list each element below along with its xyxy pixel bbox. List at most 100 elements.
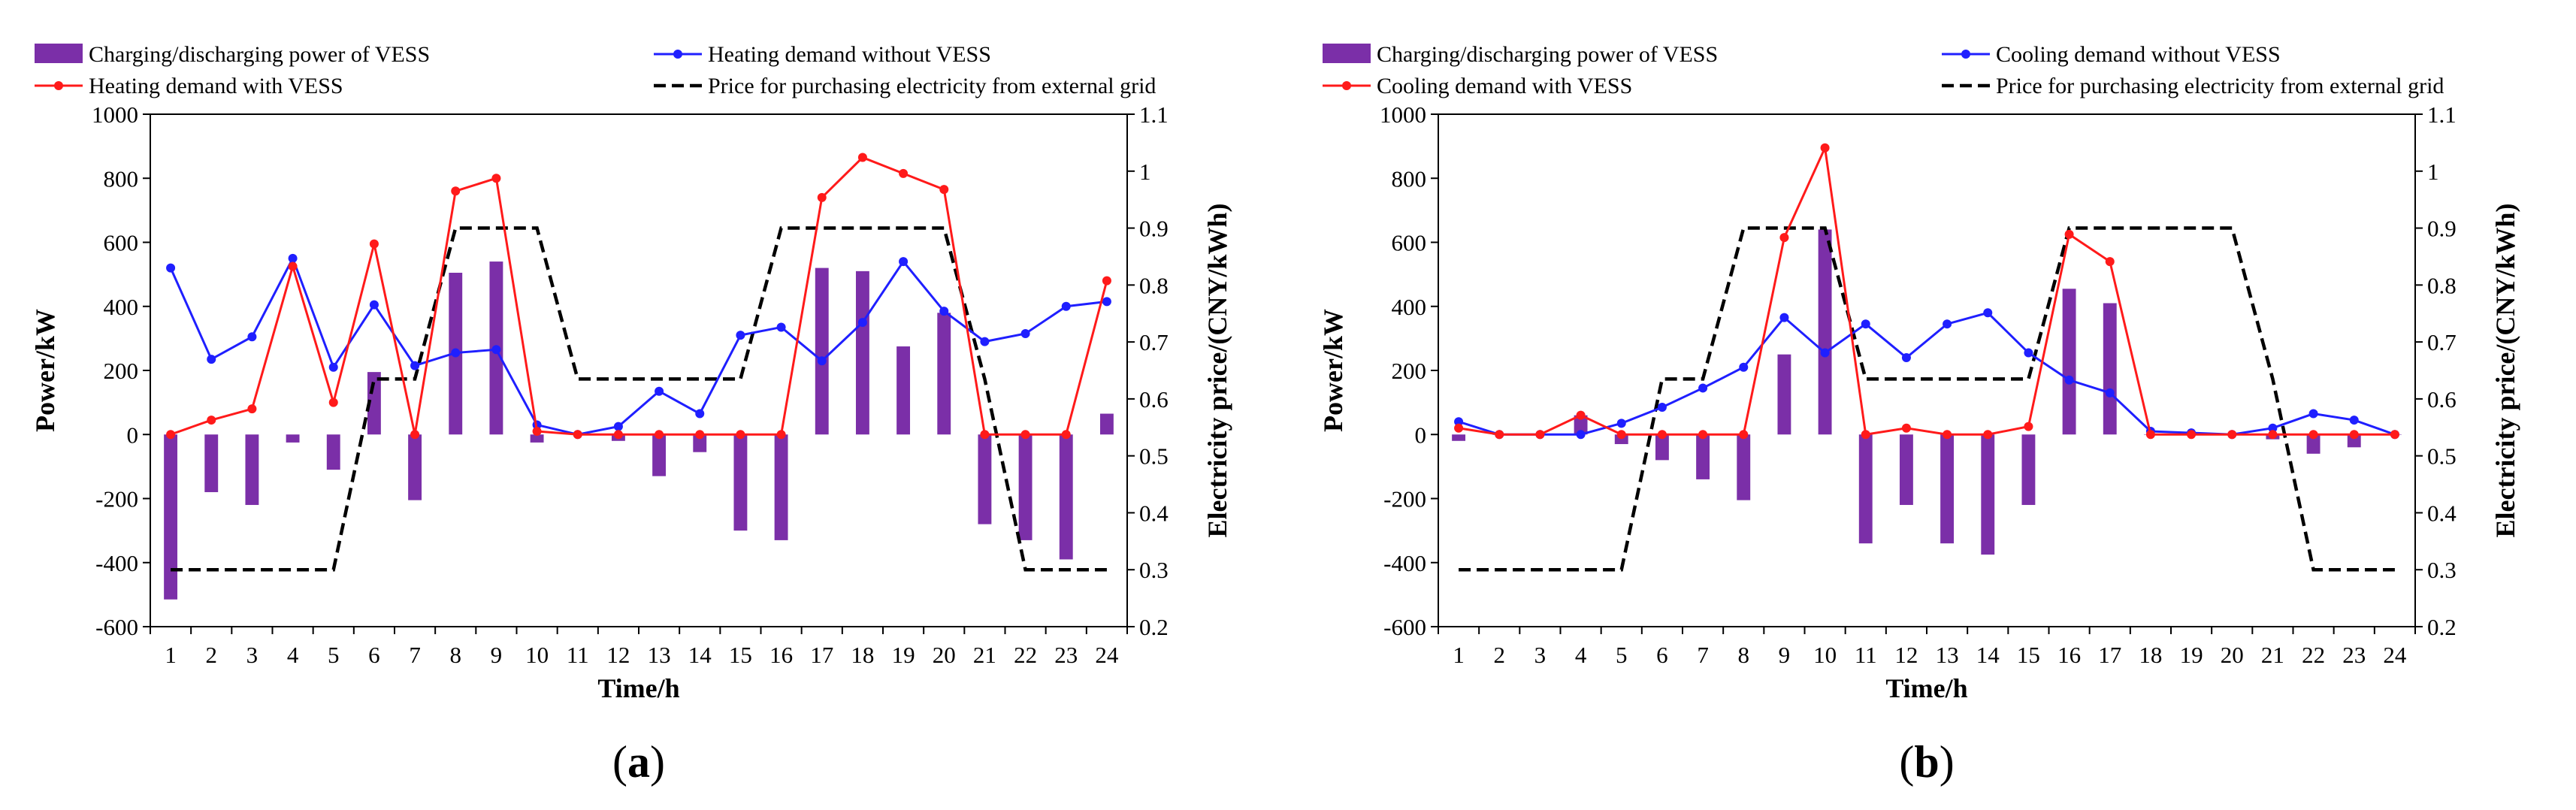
chart-a-with-point <box>247 404 257 414</box>
chart-a-xtick-label: 7 <box>409 642 421 668</box>
chart-b-without-point <box>1698 383 1708 393</box>
chart-b-xtick-label: 14 <box>1976 642 2000 668</box>
chart-b-with-point <box>1576 410 1586 420</box>
chart-a-bar <box>530 434 544 443</box>
chart-b-xtick-label: 22 <box>2302 642 2325 668</box>
chart-b-y2tick-label: 0.4 <box>2427 500 2457 526</box>
chart-b-y2tick-label: 0.5 <box>2427 443 2457 470</box>
chart-a-bar <box>286 434 300 443</box>
chart-b-bar <box>1737 434 1751 500</box>
chart-a-bar <box>1018 434 1033 540</box>
chart-a-y2tick-label: 0.7 <box>1139 329 1169 355</box>
chart-a-with-point <box>613 430 623 440</box>
chart-b-ytick-label: -200 <box>1383 486 1426 512</box>
chart-b-ytick-label: -400 <box>1383 550 1426 576</box>
chart-a-without-point <box>1020 328 1030 338</box>
chart-a-with-point <box>899 168 909 178</box>
chart-b-with-line <box>1458 144 2395 436</box>
chart-b-bar <box>2103 303 2117 435</box>
chart-a-ytick-label: -200 <box>95 486 138 512</box>
chart-a-with-line <box>170 156 1108 436</box>
chart-a-xtick-label: 1 <box>165 642 177 668</box>
chart-b-bar <box>2306 434 2321 454</box>
chart-b-with-point <box>2349 430 2359 440</box>
chart-b-xtick-label: 18 <box>2139 642 2162 668</box>
chart-b-xtick-label: 21 <box>2261 642 2284 668</box>
chart-b-with-point <box>2227 430 2237 440</box>
chart-a-xlabel: Time/h <box>597 673 679 703</box>
chart-b-y2tick-label: 0.3 <box>2427 557 2457 583</box>
chart-b-without-point <box>1779 313 1789 322</box>
chart-a-bar <box>1059 434 1073 560</box>
chart-b-y2tick-label: 1.1 <box>2427 101 2457 128</box>
chart-a-xtick-label: 17 <box>810 642 833 668</box>
chart-b-with-point <box>1820 143 1830 153</box>
chart-a-with-point <box>288 261 298 271</box>
chart-a-without-point <box>695 409 705 419</box>
chart-b-bar <box>2347 434 2361 448</box>
chart-b-ytick-label: -600 <box>1383 614 1426 640</box>
chart-a-y2label: Electricity price/(CNY/kWh) <box>1202 204 1232 538</box>
chart-b-without-point <box>1454 417 1464 427</box>
chart-a-xtick-label: 6 <box>368 642 380 668</box>
chart-b-without-point <box>1616 419 1626 428</box>
chart-b-xlabel: Time/h <box>1885 673 1967 703</box>
chart-a-with-point <box>1102 276 1111 286</box>
chart-a-y2tick-label: 1.1 <box>1139 101 1169 128</box>
chart-b-with-point <box>2145 430 2155 440</box>
chart-a-legend-with: Heating demand with VESS <box>89 74 343 98</box>
chart-a-y2tick-label: 0.4 <box>1139 500 1169 526</box>
chart-a-with-point <box>328 397 338 407</box>
chart-b-with-point <box>2064 229 2074 239</box>
chart-a-without-point <box>939 307 949 316</box>
chart-a-legend-bar-swatch <box>35 44 83 63</box>
chart-b-xtick-label: 13 <box>1936 642 1959 668</box>
chart-b-xtick-label: 24 <box>2383 642 2407 668</box>
chart-b-legend-without-marker <box>1961 50 1970 59</box>
chart-b-without-point <box>2105 388 2115 397</box>
chart-a-without-point <box>288 253 298 263</box>
chart-a-with-point <box>207 416 216 425</box>
chart-a-price-line <box>171 226 1107 572</box>
chart-b-y2tick-label: 0.6 <box>2427 386 2457 413</box>
chart-a-xtick-label: 11 <box>567 642 589 668</box>
chart-a-without-point <box>369 300 379 310</box>
chart-a-legend-without-marker <box>673 50 682 59</box>
chart-a-with-point <box>736 430 745 440</box>
chart-a-with-point <box>369 239 379 249</box>
chart-b-xtick-label: 10 <box>1813 642 1837 668</box>
chart-a-without-point <box>899 257 909 267</box>
chart-b-with-point <box>1983 430 1993 440</box>
chart-b-without-point <box>1739 362 1749 372</box>
chart-a-xtick-label: 21 <box>973 642 996 668</box>
chart-a-xtick-label: 24 <box>1095 642 1119 668</box>
chart-a-without-point <box>857 318 867 328</box>
chart-b-bar <box>1452 434 1466 441</box>
chart-b-with-point <box>1535 430 1545 440</box>
chart-a-xtick-label: 4 <box>287 642 299 668</box>
chart-b-without-point <box>1820 348 1830 358</box>
chart-a-without-point <box>247 332 257 342</box>
chart-a-with-point <box>980 430 990 440</box>
chart-a-caption-letter: a <box>627 737 650 787</box>
chart-a-bar <box>855 271 869 435</box>
chart-a-xtick-label: 12 <box>606 642 630 668</box>
chart-b-ytick-label: 600 <box>1392 230 1427 256</box>
chart-a-xtick-label: 2 <box>206 642 218 668</box>
chart-b-xtick-label: 5 <box>1616 642 1628 668</box>
chart-b-y2tick-label: 1 <box>2427 159 2439 185</box>
chart-a-with-point <box>532 426 542 436</box>
chart-a-xtick-label: 18 <box>851 642 874 668</box>
chart-a-ytick-label: 0 <box>127 422 139 448</box>
chart-b-y2label: Electricity price/(CNY/kWh) <box>2490 204 2520 538</box>
chart-b-xtick-label: 1 <box>1453 642 1465 668</box>
chart-a-ytick-label: 200 <box>104 358 139 384</box>
chart-a-without-point <box>410 361 420 370</box>
chart-b-bar <box>1777 354 1791 435</box>
chart-a-y2tick-label: 0.8 <box>1139 272 1169 298</box>
chart-b-ytick-label: 0 <box>1415 422 1427 448</box>
chart-a-xtick-label: 5 <box>328 642 340 668</box>
chart-b-y2tick-label: 0.8 <box>2427 272 2457 298</box>
chart-a-without-point <box>736 331 745 340</box>
chart-a-with-point <box>410 430 420 440</box>
